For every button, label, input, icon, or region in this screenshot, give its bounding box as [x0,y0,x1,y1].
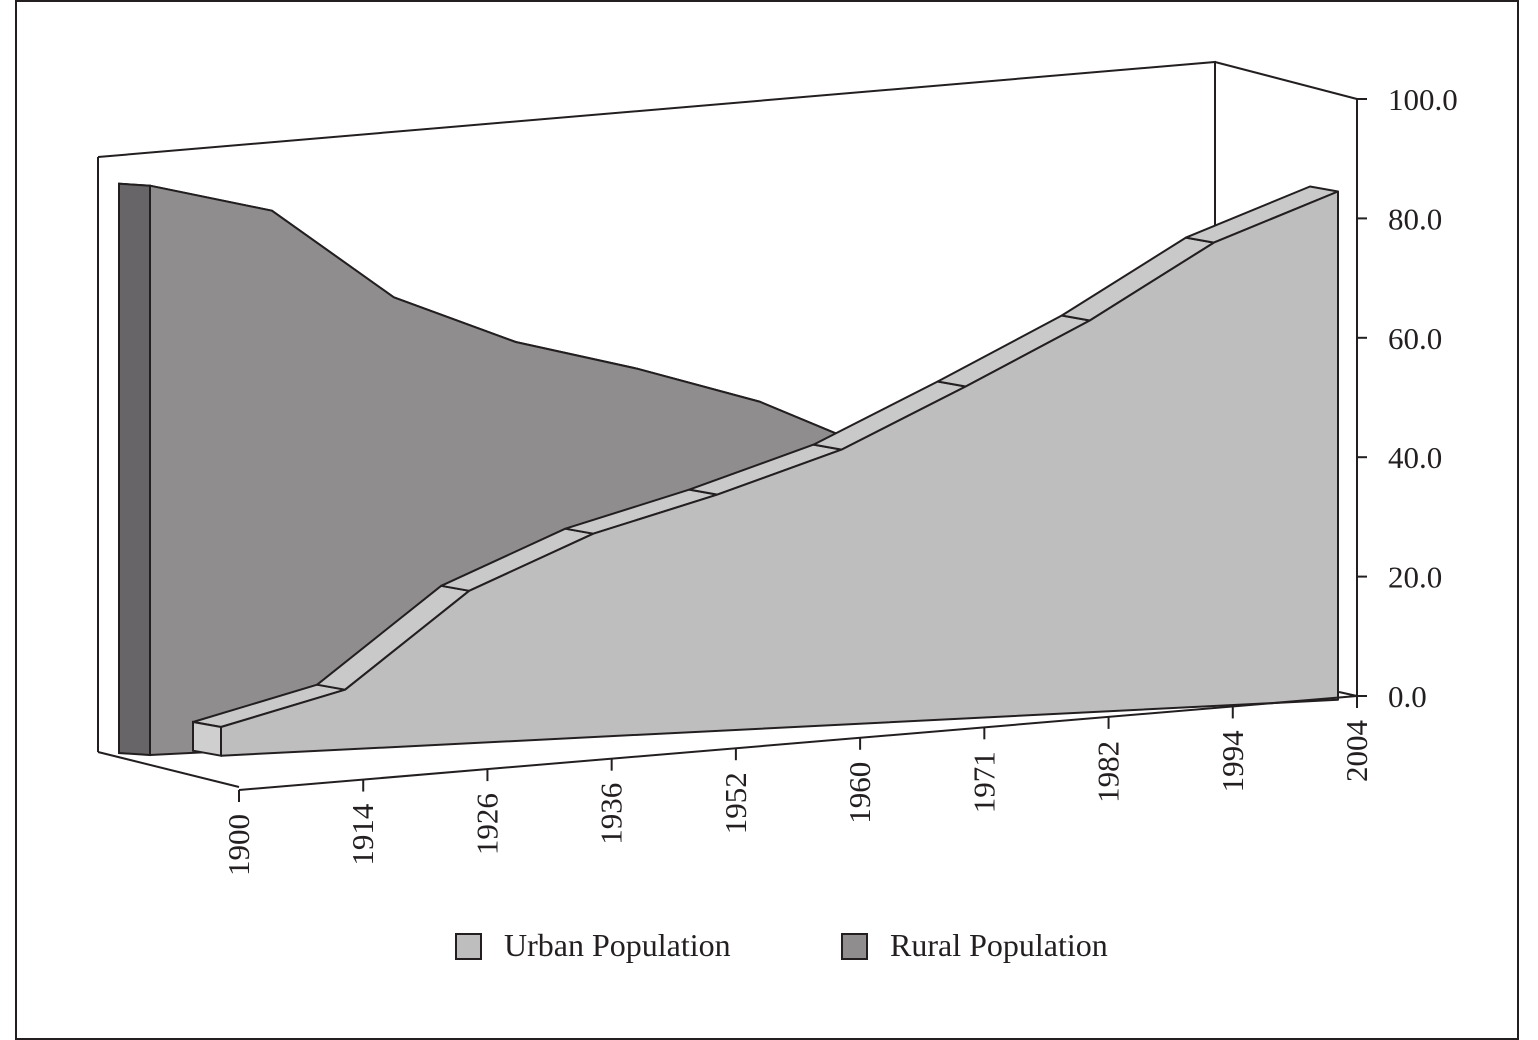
urban-population-area [192,185,1339,757]
y-tick-label: 0.0 [1388,679,1427,714]
x-tick-label: 1960 [842,762,877,824]
y-tick-label: 80.0 [1388,201,1442,236]
legend-swatch [455,933,482,960]
y-tick-label: 60.0 [1388,321,1442,356]
right-wall-top-edge [1214,61,1358,100]
x-tick-label: 1971 [966,751,1001,813]
x-tick-label: 1914 [345,803,380,866]
rural-left-side [118,182,151,757]
urban-left-side [192,720,222,757]
x-tick-label: 2004 [1339,720,1374,783]
legend-swatch [841,933,868,960]
y-tick-label: 40.0 [1388,440,1442,475]
y-tick-label: 20.0 [1388,560,1442,595]
legend-label: Rural Population [890,927,1108,963]
x-tick-label: 1900 [221,814,256,876]
x-axis-corner [1338,691,1358,697]
x-tick-label: 1936 [594,783,629,845]
chart-frame: 0.0 20.0 40.0 60.0 80.0 100.0 1900 1914 1926 193… [15,0,1519,1040]
legend-label: Urban Population [504,927,731,963]
x-axis-line [238,695,1358,791]
x-tick-label: 1952 [718,772,753,834]
x-tick-label: 1926 [469,793,504,855]
x-tick-label: 1994 [1215,730,1250,793]
y-axis: 0.0 20.0 40.0 60.0 80.0 100.0 [1356,82,1458,714]
x-axis: 1900 1914 1926 1936 1952 1960 1971 1982 1994 2004 [221,691,1374,876]
urban-front-face [220,190,1339,757]
floor-side-edge [97,751,240,788]
y-tick-label: 100.0 [1388,82,1458,117]
area-chart-3d: 0.0 20.0 40.0 60.0 80.0 100.0 1900 1914 1926 193… [97,60,1458,963]
legend: Urban Population Rural Population [455,927,1108,963]
x-tick-label: 1982 [1091,741,1126,803]
